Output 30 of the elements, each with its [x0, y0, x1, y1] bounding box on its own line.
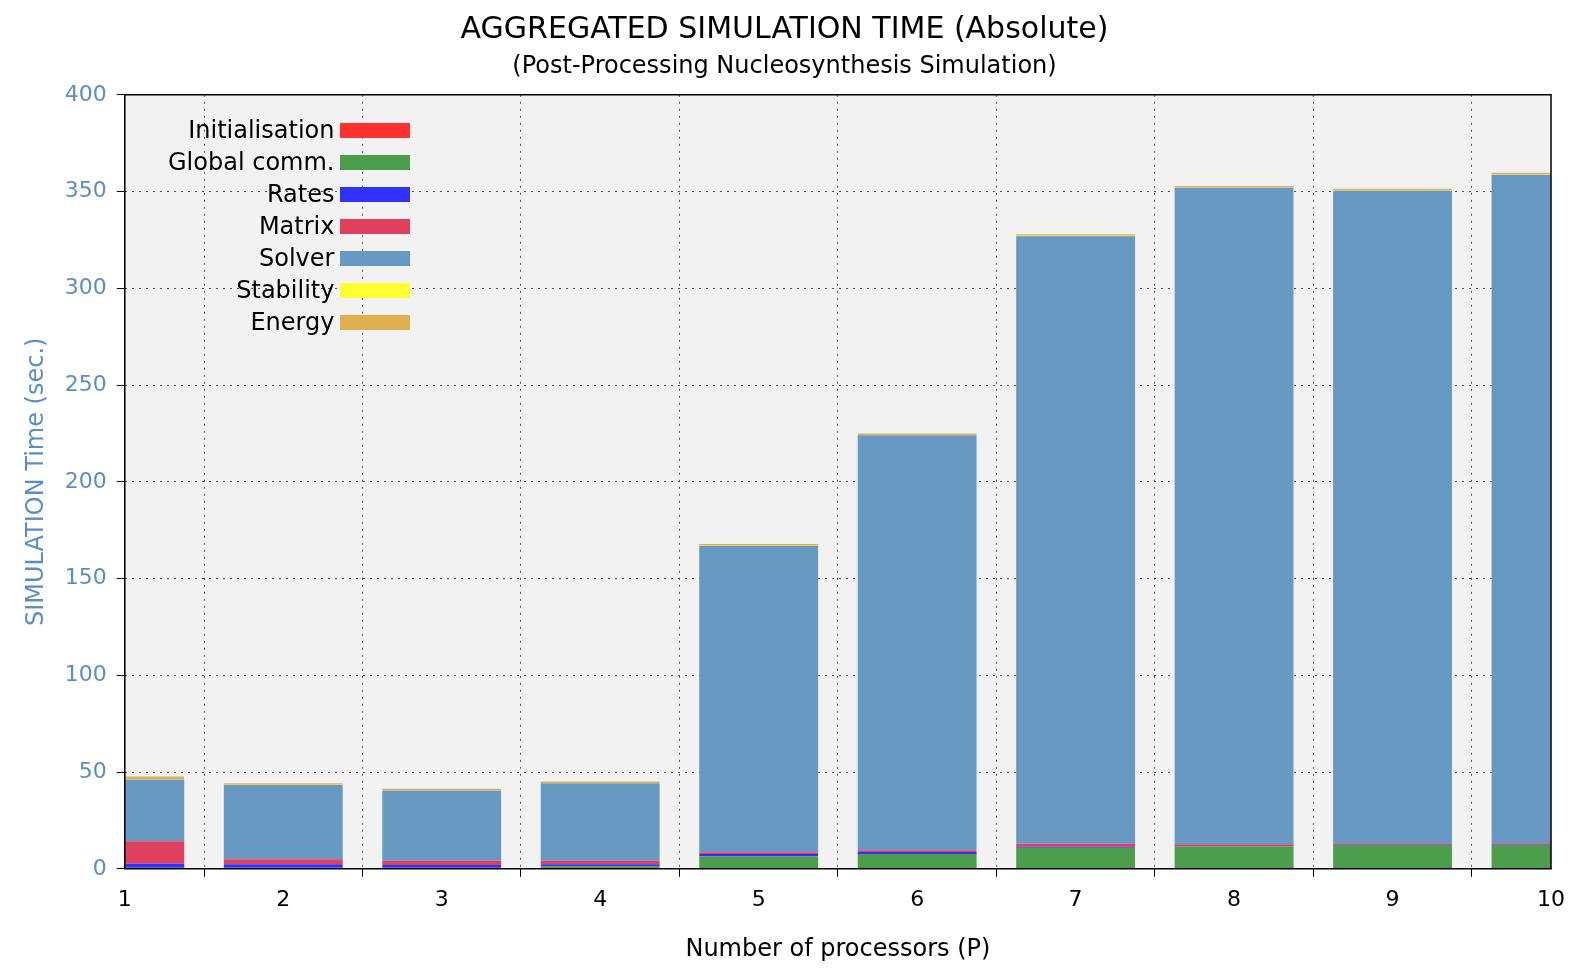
legend-label: Rates	[266, 180, 335, 208]
legend-label: Global comm.	[168, 148, 335, 176]
y-tick-label: 150	[64, 564, 107, 590]
legend-label: Stability	[236, 276, 335, 304]
legend-label: Matrix	[258, 212, 335, 240]
y-tick-label: 0	[92, 854, 107, 880]
x-axis-title: Number of processors (P)	[685, 933, 991, 962]
x-tick-label: 7	[1068, 885, 1083, 911]
legend-label: Solver	[259, 244, 335, 272]
chart-title: AGGREGATED SIMULATION TIME (Absolute)	[460, 9, 1109, 45]
x-tick-label: 10	[1537, 885, 1565, 911]
y-tick-label: 50	[78, 757, 107, 783]
x-tick-label: 6	[910, 885, 925, 911]
x-tick-label: 8	[1227, 885, 1242, 911]
x-tick-label: 5	[751, 885, 766, 911]
x-tick-label: 1	[117, 885, 132, 911]
y-tick-label: 100	[64, 661, 107, 687]
y-tick-label: 300	[64, 274, 107, 300]
y-tick-label: 400	[64, 80, 107, 106]
y-axis-title: SIMULATION Time (sec.)	[20, 337, 49, 627]
chart-subtitle: (Post-Processing Nucleosynthesis Simulation)	[512, 50, 1057, 79]
y-tick-label: 250	[64, 370, 107, 396]
x-tick-label: 9	[1385, 885, 1400, 911]
y-tick-label: 200	[64, 467, 107, 493]
x-tick-label: 3	[434, 885, 449, 911]
x-tick-label: 4	[593, 885, 608, 911]
x-tick-label: 2	[276, 885, 291, 911]
y-tick-label: 350	[64, 177, 107, 203]
legend-label: Energy	[250, 308, 335, 336]
legend-label: Initialisation	[188, 116, 335, 144]
